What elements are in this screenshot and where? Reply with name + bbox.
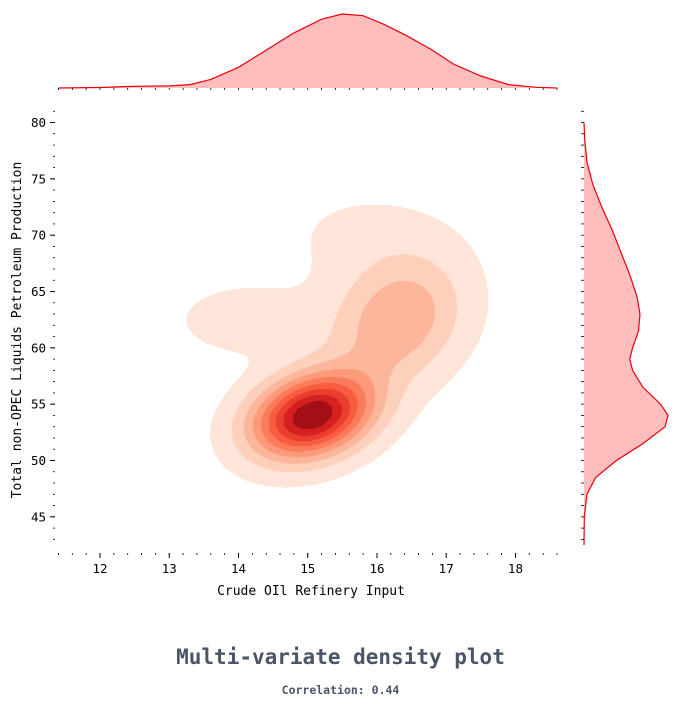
y-tick-label: 60 bbox=[31, 340, 46, 355]
marginal-y-density bbox=[583, 122, 669, 546]
y-tick-label: 65 bbox=[31, 284, 46, 299]
x-tick-label: 17 bbox=[439, 561, 454, 576]
y-tick-label: 45 bbox=[31, 509, 46, 524]
y-tick-label: 75 bbox=[31, 171, 46, 186]
x-tick-label: 15 bbox=[300, 561, 315, 576]
y-axis-label: Total non-OPEC Liquids Petroleum Product… bbox=[10, 162, 25, 499]
x-tick-label: 18 bbox=[508, 561, 523, 576]
kde-filled-contours bbox=[55, 100, 557, 545]
x-axis-label: Crude OIl Refinery Input bbox=[217, 584, 405, 599]
x-tick-label: 12 bbox=[92, 561, 107, 576]
axes: 12 13 14 15 16 17 18 45 50 55 60 65 70 75 80 bbox=[31, 88, 584, 576]
chart-title: Multi-variate density plot bbox=[176, 645, 505, 669]
marginal-y-area bbox=[584, 122, 668, 545]
y-tick-label: 55 bbox=[31, 397, 46, 412]
y-tick-label: 80 bbox=[31, 115, 46, 130]
marginal-y-line bbox=[583, 122, 669, 546]
marginal-x-density bbox=[58, 13, 558, 89]
x-tick-label: 16 bbox=[369, 561, 384, 576]
chart-subtitle: Correlation: 0.44 bbox=[281, 683, 400, 697]
y-tick-label: 50 bbox=[31, 453, 46, 468]
kde-contours bbox=[55, 100, 557, 545]
x-tick-label: 13 bbox=[162, 561, 177, 576]
y-tick-label: 70 bbox=[31, 228, 46, 243]
x-tick-label: 14 bbox=[231, 561, 246, 576]
marginal-x-line bbox=[58, 13, 558, 89]
marginal-x-area bbox=[58, 14, 557, 88]
